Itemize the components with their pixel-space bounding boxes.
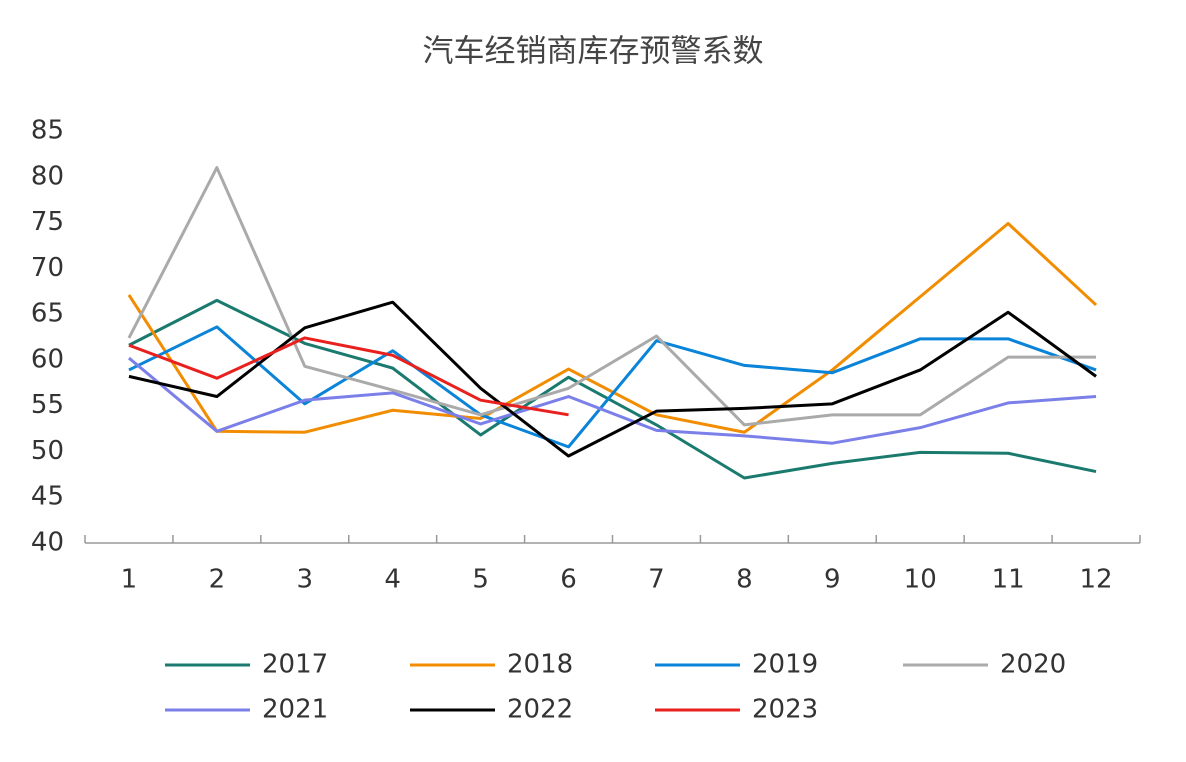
- x-tick-label: 11: [992, 565, 1025, 595]
- y-tick-label: 55: [31, 390, 64, 420]
- series-line: [127, 166, 1097, 427]
- y-tick-label: 85: [31, 116, 64, 146]
- legend-label: 2017: [262, 650, 328, 680]
- legend-label: 2021: [262, 695, 328, 725]
- y-tick-label: 75: [31, 207, 64, 237]
- series-line: [128, 336, 569, 417]
- legend-label: 2023: [752, 695, 818, 725]
- x-tick-label: 9: [824, 565, 841, 595]
- x-tick-label: 10: [904, 565, 937, 595]
- y-tick-label: 65: [31, 299, 64, 329]
- y-tick-label: 50: [31, 436, 64, 466]
- x-tick-label: 1: [121, 565, 138, 595]
- x-tick-label: 4: [384, 565, 401, 595]
- x-tick-label: 2: [209, 565, 226, 595]
- x-tick-label: 12: [1079, 565, 1112, 595]
- chart-title: 汽车经销商库存预警系数: [423, 34, 764, 70]
- legend-label: 2019: [752, 650, 818, 680]
- y-tick-label: 70: [31, 253, 64, 283]
- series-line: [128, 300, 1097, 458]
- x-tick-label: 7: [648, 565, 665, 595]
- y-tick-label: 45: [31, 482, 64, 512]
- legend-label: 2022: [507, 695, 573, 725]
- x-tick-label: 5: [472, 565, 489, 595]
- x-tick-label: 3: [297, 565, 314, 595]
- series-line: [128, 325, 1097, 449]
- y-tick-label: 80: [31, 161, 64, 191]
- y-tick-label: 40: [31, 528, 64, 558]
- y-tick-label: 60: [31, 344, 64, 374]
- legend-label: 2018: [507, 650, 573, 680]
- legend-label: 2020: [1000, 650, 1066, 680]
- x-tick-label: 6: [560, 565, 577, 595]
- x-tick-label: 8: [736, 565, 753, 595]
- series-line: [127, 356, 1097, 445]
